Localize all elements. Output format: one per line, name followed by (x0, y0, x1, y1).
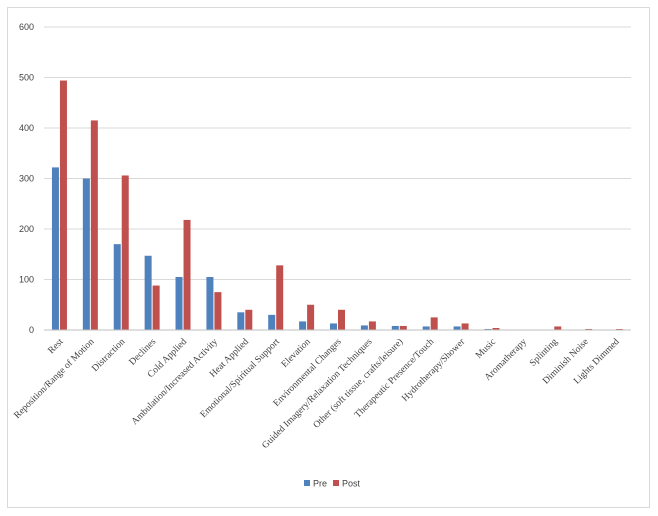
bar-post (121, 175, 129, 330)
legend-swatch-post (333, 480, 339, 486)
bar-pre (144, 255, 152, 330)
bar-pre (268, 314, 276, 330)
legend-label-pre: Pre (313, 479, 327, 489)
x-category-label: Declines (128, 337, 159, 368)
gridlines (44, 26, 631, 280)
bar-pre (422, 326, 430, 330)
x-category-label: Splinting (528, 337, 560, 369)
x-category-label: Distraction (90, 337, 127, 374)
bar-post (90, 120, 98, 330)
bar-post (152, 285, 160, 330)
y-tick-label: 300 (19, 174, 34, 184)
x-category-label: Guided Imagery/Relaxation Techniques (261, 337, 375, 451)
bar-post (399, 325, 407, 330)
bar-pre (82, 178, 90, 330)
bar-post (616, 328, 624, 330)
legend: Pre Post (304, 479, 361, 489)
bar-post (368, 321, 376, 330)
y-tick-label: 200 (19, 224, 34, 234)
x-category-label: Music (474, 337, 498, 361)
bar-post (214, 292, 222, 330)
bar-post (585, 328, 593, 330)
bar-post (461, 323, 469, 330)
bar-post (430, 317, 438, 330)
bar-pre (391, 325, 399, 330)
bar-pre (484, 328, 492, 330)
bar-post (245, 309, 253, 330)
bars (51, 80, 624, 330)
legend-label-post: Post (342, 479, 361, 489)
bar-pre (360, 325, 368, 330)
y-tick-label: 0 (29, 325, 34, 335)
y-tick-label: 100 (19, 275, 34, 285)
y-tick-label: 400 (19, 123, 34, 133)
bar-post (307, 304, 315, 330)
bar-post (554, 326, 562, 330)
bar-pre (299, 321, 307, 330)
bar-pre (453, 326, 461, 330)
x-category-label: Rest (47, 337, 66, 356)
bar-pre (175, 276, 183, 330)
bar-post (59, 80, 67, 330)
bar-chart: 0 100 200 300 400 500 600 RestReposition/Range… (12, 22, 631, 489)
y-tick-label: 500 (19, 73, 34, 83)
bar-post (338, 309, 345, 330)
bar-pre (51, 167, 59, 330)
bar-post (183, 219, 191, 330)
bar-pre (113, 244, 121, 330)
legend-swatch-pre (304, 480, 310, 486)
bar-pre (330, 323, 337, 330)
chart-frame: 0 100 200 300 400 500 600 Rest Reposition/Range… (7, 7, 650, 508)
bar-post (492, 327, 500, 330)
bar-post (276, 265, 284, 330)
bar-pre (237, 312, 245, 330)
y-axis-ticks: 0 100 200 300 400 500 600 (19, 22, 34, 335)
x-category-label: Hydrotherapy/Shower (400, 336, 467, 403)
bar-pre (206, 276, 214, 330)
y-tick-label: 600 (19, 22, 34, 32)
